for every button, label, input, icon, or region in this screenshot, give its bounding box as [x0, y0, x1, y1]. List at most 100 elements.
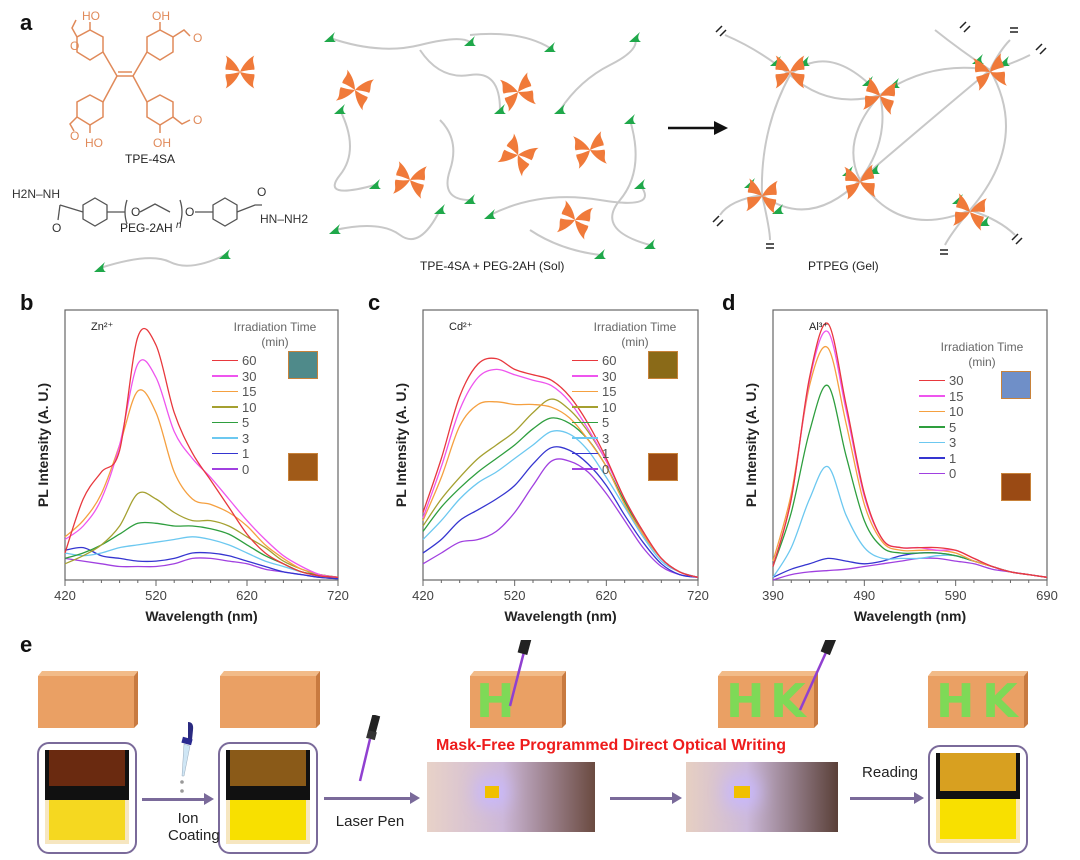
legend-label: 10	[242, 399, 257, 415]
legend-title-line: Irradiation Time	[940, 340, 1024, 354]
brick-sides	[38, 640, 1028, 728]
legend-item-10: 10	[212, 400, 256, 415]
tpe-atoms: HO OH HO OH O O O O	[70, 9, 202, 150]
legend-line	[212, 421, 238, 424]
panel-label-c: c	[368, 290, 381, 315]
legend-line	[212, 437, 238, 439]
legend-line	[572, 452, 598, 455]
green-end-group-icon	[484, 209, 496, 219]
legend-item-15: 15	[572, 384, 616, 399]
series-1-min	[772, 552, 1048, 578]
x-axis-label: Wavelength (nm)	[145, 608, 258, 624]
series-1-min	[422, 446, 699, 578]
y-axis-label: PL Intensity (A. U.)	[393, 382, 409, 508]
legend-title-line: (min)	[968, 355, 996, 369]
x-tick-label: 720	[687, 588, 709, 603]
sol-label: TPE-4SA + PEG-2AH (Sol)	[420, 259, 564, 273]
tpe-butterfly-icon	[497, 133, 539, 177]
tpe-butterflies	[225, 53, 1007, 240]
legend-line	[919, 472, 945, 475]
legend-line	[919, 441, 945, 444]
process-arrow	[142, 793, 214, 805]
legend-label: 10	[602, 399, 617, 415]
series-30-min	[64, 359, 339, 578]
gel-brick-hk: H K	[928, 674, 1024, 728]
legend-label: 1	[949, 450, 957, 466]
legend-label: 5	[602, 415, 610, 430]
legend-item-15: 15	[919, 389, 963, 404]
sample-photo-irradiated	[1001, 371, 1031, 399]
legend-line	[572, 406, 598, 408]
x-tick-label: 590	[944, 588, 967, 603]
green-end-group-icon	[464, 36, 476, 46]
peg-label: PEG-2AH	[120, 221, 173, 235]
legend-item-10: 10	[572, 400, 616, 415]
legend-title: Irradiation Time (min)	[927, 340, 1037, 370]
x-tick-label: 390	[762, 588, 784, 603]
legend-line	[212, 452, 238, 455]
series-1-min	[64, 546, 339, 580]
legend-title-line: (min)	[621, 335, 649, 349]
legend-item-0: 0	[212, 462, 249, 477]
legend-label: 60	[242, 353, 257, 368]
chart-d	[772, 309, 1048, 586]
series-30-min	[772, 322, 1048, 578]
x-tick-label: 720	[327, 588, 349, 603]
series-60-min	[64, 327, 339, 578]
o-label: O	[193, 31, 202, 45]
letter-h: H	[936, 674, 975, 728]
x-axis-label: Wavelength (nm)	[853, 608, 967, 624]
legend-line	[212, 359, 238, 362]
peg-chains	[99, 29, 1031, 269]
tpe-butterfly-icon	[863, 77, 897, 115]
legend-label: 5	[242, 415, 250, 430]
x-tick-label: 420	[54, 588, 76, 603]
letter-h: H	[476, 674, 515, 728]
h2n-nh-label: H2N–NH	[12, 187, 60, 201]
laser-pen-icon	[798, 640, 838, 711]
legend-line	[212, 390, 238, 393]
tpe-4sa-structure	[69, 19, 191, 133]
legend-label: 0	[602, 461, 610, 477]
legend-line	[212, 375, 238, 377]
process-arrow	[850, 792, 924, 804]
gel-label: PTPEG (Gel)	[808, 259, 879, 273]
chart-c	[422, 309, 699, 586]
o-label: O	[52, 221, 61, 235]
sample-photo-initial	[648, 453, 678, 481]
o-label: O	[70, 39, 79, 53]
green-end-group-icon	[94, 262, 106, 272]
o-label: O	[131, 205, 140, 219]
ion-text: Ion	[177, 810, 199, 827]
legend-label: 3	[949, 435, 957, 450]
legend-item-0: 0	[572, 462, 609, 477]
o-label: O	[257, 185, 266, 199]
series-0-min	[422, 458, 699, 578]
green-end-group-icon	[544, 42, 556, 52]
legend-line	[919, 379, 945, 382]
legend-line	[212, 406, 238, 408]
legend-label: 1	[242, 446, 250, 461]
legend-title: Irradiation Time (min)	[220, 320, 330, 350]
laser-pen-icon	[358, 715, 381, 782]
legend-title-line: Irradiation Time	[593, 320, 677, 334]
green-end-group-icon	[494, 104, 506, 114]
tpe-butterfly-icon	[499, 72, 537, 112]
plot-frame	[422, 309, 699, 581]
legend-title-line: (min)	[261, 335, 289, 349]
legend-title: Irradiation Time (min)	[580, 320, 690, 350]
series-15-min	[64, 389, 339, 578]
reading-label: Reading	[862, 764, 918, 781]
x-tick-label: 620	[595, 588, 618, 603]
legend-line	[919, 426, 945, 428]
oh-label: OH	[152, 9, 170, 23]
legend-item-3: 3	[919, 435, 956, 450]
y-axis-label: PL Intensity (A. U.)	[35, 382, 51, 508]
legend-label: 15	[602, 384, 617, 399]
legend-line	[572, 390, 598, 393]
tpe-label: TPE-4SA	[125, 152, 175, 166]
legend-item-60: 60	[212, 353, 256, 368]
legend-item-10: 10	[919, 404, 963, 419]
series-0-min	[64, 557, 339, 580]
